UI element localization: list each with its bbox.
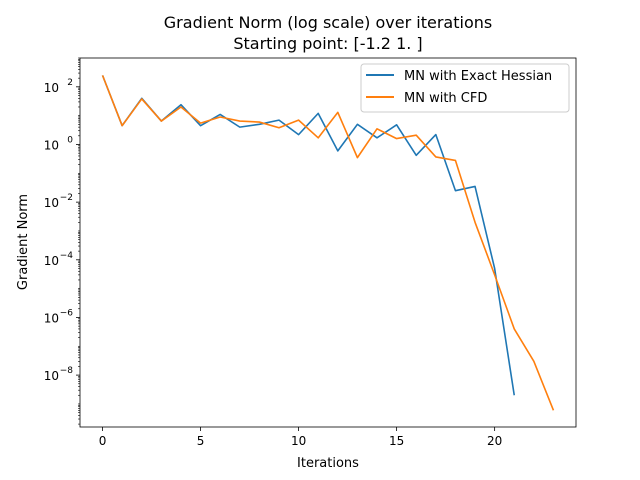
x-tick-label: 5 xyxy=(197,434,205,448)
x-tick-label: 20 xyxy=(487,434,502,448)
x-tick-label: 0 xyxy=(99,434,107,448)
chart-title: Gradient Norm (log scale) over iteration… xyxy=(164,13,492,32)
y-tick-exponent: 0 xyxy=(67,135,73,145)
legend-box xyxy=(360,63,570,113)
y-tick-exponent: −8 xyxy=(60,366,74,376)
chart-subtitle: Starting point: [-1.2 1. ] xyxy=(233,34,422,53)
y-tick-label: 10 xyxy=(44,138,59,152)
y-tick-exponent: −4 xyxy=(60,251,74,261)
x-axis-label: Iterations xyxy=(297,456,359,471)
x-tick-label: 15 xyxy=(389,434,404,448)
y-axis-label: Gradient Norm xyxy=(16,194,31,290)
series-line-0 xyxy=(101,75,516,396)
legend-label-cfd: MN with CFD xyxy=(404,91,487,106)
y-tick-label: 10 xyxy=(44,311,59,325)
y-tick-exponent: 2 xyxy=(67,78,73,88)
plot-area xyxy=(101,75,555,411)
y-tick-exponent: −6 xyxy=(60,308,74,318)
y-tick-label: 10 xyxy=(44,81,59,95)
x-tick-label: 10 xyxy=(291,434,306,448)
legend-label-exact: MN with Exact Hessian xyxy=(404,69,552,84)
y-tick-label: 10 xyxy=(44,254,59,268)
y-tick-label: 10 xyxy=(44,196,59,210)
y-tick-exponent: −2 xyxy=(60,193,73,203)
series-line-1 xyxy=(101,75,555,411)
y-tick-label: 10 xyxy=(44,369,59,383)
legend: MN with Exact Hessian MN with CFD xyxy=(360,63,570,113)
